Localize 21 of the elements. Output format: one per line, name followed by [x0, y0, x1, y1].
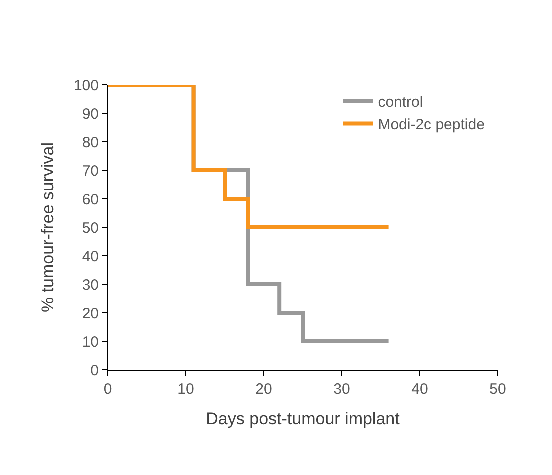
y-tick-label: 50 [82, 220, 99, 237]
legend-label: Modi-2c peptide [378, 116, 485, 134]
legend-label: control [378, 94, 424, 112]
y-tick-label: 90 [82, 106, 99, 123]
x-tick-label: 40 [412, 381, 428, 398]
y-tick-label: 40 [82, 248, 99, 266]
x-tick-label: 20 [256, 381, 272, 398]
x-tick-label: 0 [104, 381, 112, 398]
x-tick-label: 50 [490, 381, 506, 398]
y-tick-label: 60 [82, 191, 99, 208]
y-axis-title: % tumour-free survival [38, 142, 58, 313]
x-tick-label: 30 [334, 381, 350, 398]
y-tick-label: 80 [82, 134, 99, 152]
y-tick-label: 10 [82, 334, 99, 351]
y-tick-label: 100 [74, 77, 99, 94]
x-tick-label: 10 [178, 381, 194, 398]
y-tick-label: 70 [82, 162, 99, 180]
x-axis-title: Days post-tumour implant [206, 409, 400, 428]
y-tick-label: 20 [82, 305, 99, 322]
y-tick-label: 30 [82, 276, 99, 294]
y-tick-label: 0 [90, 362, 99, 380]
